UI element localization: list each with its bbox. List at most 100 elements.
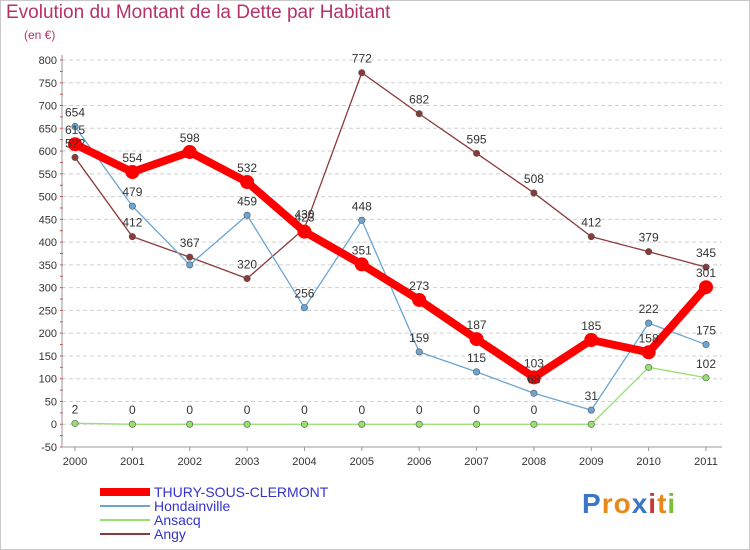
x-tick-label: 2003 [235,456,259,468]
data-point [530,389,538,397]
y-tick-label: 750 [39,78,57,90]
data-label: 31 [585,389,599,403]
data-label: 0 [531,403,538,417]
series-layer [68,69,713,428]
y-tick-label: 450 [39,214,57,226]
data-point [243,211,251,219]
x-tick-label: 2000 [63,456,87,468]
data-label: 367 [180,236,200,250]
data-label: 532 [237,161,257,175]
data-label: 5?? [65,136,85,150]
data-label: 430 [294,207,314,221]
y-tick-label: 800 [39,55,57,67]
x-tick-label: 2008 [522,456,546,468]
data-point [358,69,366,77]
y-tick-label: 200 [39,328,57,340]
data-point [412,292,427,307]
data-label: 351 [352,243,372,257]
data-point [300,420,308,428]
legend-swatch [100,488,150,496]
proxiti-logo: Proxiti [582,488,677,519]
grid-layer [62,59,722,448]
data-label: 379 [639,231,659,245]
data-point [240,175,255,190]
data-point [699,280,713,295]
data-point [68,137,82,152]
y-tick-label: 700 [39,101,57,113]
data-label: 772 [352,52,372,66]
data-label: 554 [122,151,142,165]
data-label: 301 [696,266,716,280]
data-label: 595 [467,132,487,146]
data-label: 175 [696,324,716,338]
data-label: 345 [696,246,716,260]
data-label: 0 [186,403,193,417]
series-line-Hondainville [74,125,707,411]
legend-swatch [100,533,150,535]
data-label: 0 [244,403,251,417]
data-point [587,406,595,414]
data-point [186,420,194,428]
data-label: 423 [294,211,314,225]
y-tick-label: 400 [39,237,57,249]
legend-label: Hondainville [154,498,231,514]
data-point [71,122,79,130]
data-point [473,420,481,428]
x-tick-label: 2009 [579,456,603,468]
data-point [128,202,136,210]
data-point [473,149,481,157]
data-label: 2 [72,402,79,416]
data-point [530,420,538,428]
data-label: 479 [122,185,142,199]
y-tick-label: 250 [39,305,57,317]
data-point [473,368,481,376]
x-tick-label: 2005 [350,456,374,468]
data-point [587,420,595,428]
data-point [354,257,369,272]
axis-layer: -500501001502002503003504004505005506006… [39,55,722,468]
y-tick-label: 650 [39,123,57,135]
y-tick-label: -50 [41,442,57,454]
data-label: 459 [237,194,257,208]
data-label: 103 [524,356,544,370]
data-point [297,224,312,239]
data-label: 185 [581,319,601,333]
data-point [584,333,599,348]
data-point [645,248,653,256]
y-tick-label: 550 [39,169,57,181]
y-tick-label: 600 [39,146,57,158]
x-tick-label: 2010 [636,456,660,468]
x-tick-label: 2011 [694,456,718,468]
y-tick-label: 300 [39,283,57,295]
data-label: 654 [65,105,85,119]
data-label: 0 [358,403,365,417]
legend-swatch [100,519,150,521]
data-point [243,275,251,283]
data-point [186,253,194,261]
series-line-Angy [74,72,707,280]
x-tick-label: 2002 [177,456,201,468]
y-tick-label: 150 [39,351,57,363]
data-point [702,341,710,349]
data-point [469,332,484,347]
data-label: 102 [696,357,716,371]
data-label-layer: 615 554 598 532 423 351 273 187 103 185 158 301 654 4… [65,52,716,417]
series-line-THURY-SOUS-CLERMONT [71,140,710,382]
legend-label: Ansacq [154,512,201,528]
data-label: 158 [639,331,659,345]
data-point [415,110,423,118]
series-line-Ansacq [74,366,707,425]
data-label: 0 [416,403,423,417]
x-tick-label: 2006 [407,456,431,468]
chart-title: Evolution du Montant de la Dette par Hab… [6,2,391,23]
chart-subtitle: (en €) [24,28,56,42]
data-point [71,419,79,427]
legend-label: THURY-SOUS-CLERMONT [154,484,329,500]
data-label: 256 [294,287,314,301]
data-label: 115 [467,351,486,365]
data-label: 273 [409,279,429,293]
data-label: 0 [129,403,136,417]
data-label: 0 [301,403,308,417]
data-label: 615 [65,123,85,137]
